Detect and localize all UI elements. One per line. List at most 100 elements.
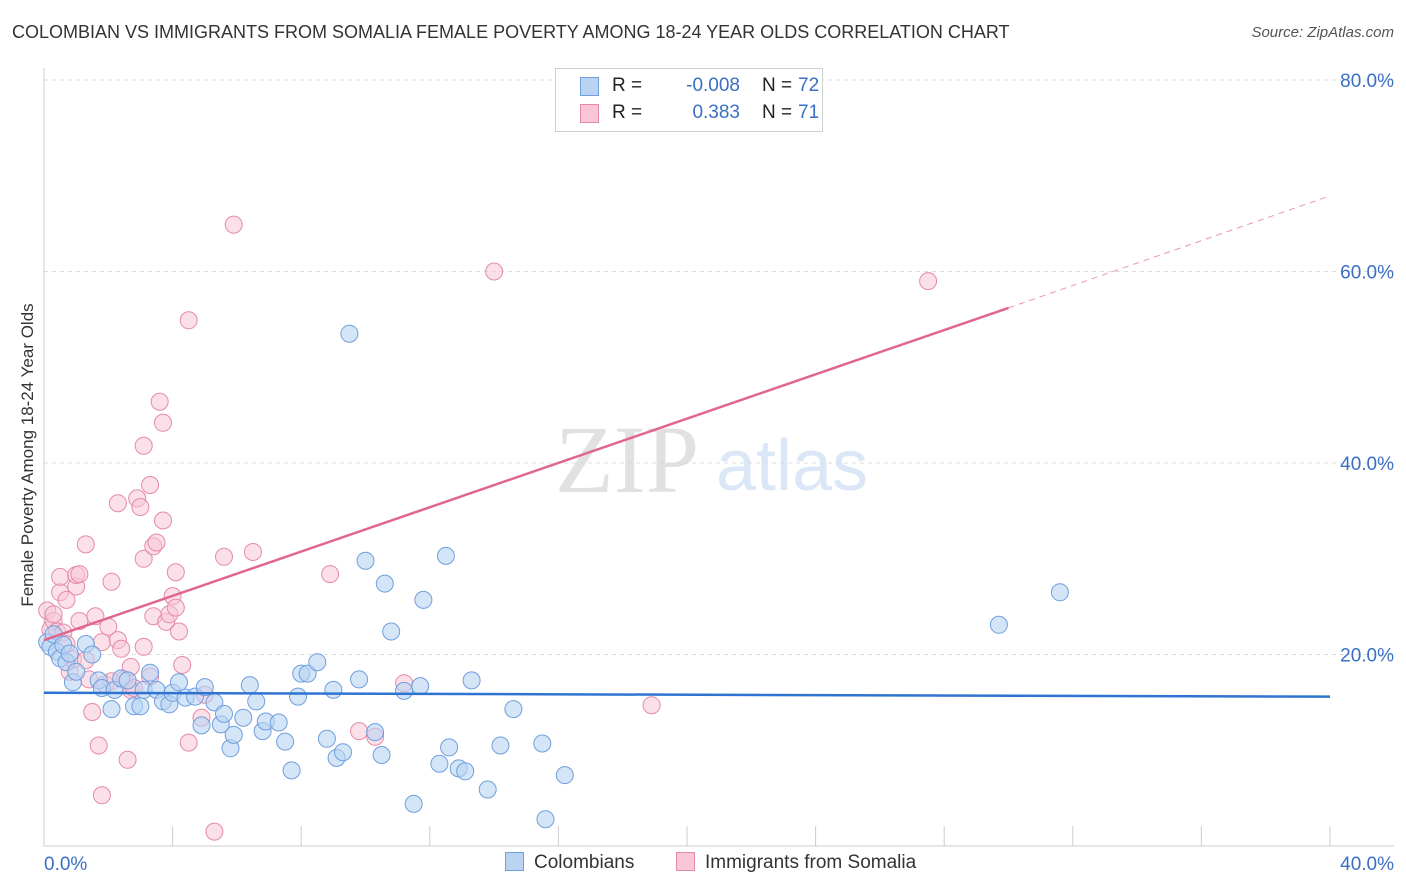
somalia-point [173, 656, 192, 674]
somalia-point [76, 535, 95, 554]
colombian-point [289, 687, 307, 706]
legend-swatch-pink [580, 104, 599, 123]
somalia-point [57, 590, 76, 609]
y-tick-label: 80.0% [1340, 71, 1394, 92]
bottom-legend-label: Immigrants from Somalia [705, 852, 917, 873]
bottom-legend-somalia: Immigrants from Somalia [676, 852, 916, 874]
somalia-point [154, 511, 172, 530]
tick-labels: 20.0% 40.0% 60.0% 80.0% 0.0% 40.0% [44, 71, 1394, 875]
colombian-point [234, 708, 253, 727]
somalia-trend-line [43, 306, 1009, 642]
somalia-point [179, 311, 198, 330]
colombian-point [67, 662, 86, 681]
colombian-point [382, 622, 401, 641]
somalia-point [112, 639, 131, 658]
colombian-point [478, 780, 497, 799]
colombian-point [215, 704, 233, 723]
bottom-legend-label: Colombians [534, 852, 635, 873]
chart-title: COLOMBIAN VS IMMIGRANTS FROM SOMALIA FEM… [12, 22, 1010, 42]
somalia-point [350, 722, 369, 741]
somalia-point [205, 822, 224, 841]
somalia-point [642, 696, 661, 715]
colombian-point [1050, 583, 1069, 602]
colombian-point [334, 743, 352, 762]
somalia-point [179, 733, 198, 752]
trend-lines [43, 195, 1331, 698]
bottom-legend-colombians: Colombians [505, 852, 634, 874]
legend-n-value: 71 [798, 102, 820, 123]
colombian-point [395, 681, 414, 700]
colombian-trend-line [43, 691, 1331, 698]
colombian-point [195, 678, 214, 697]
colombian-point [276, 732, 295, 751]
y-tick-label: 60.0% [1340, 263, 1394, 284]
somalia-point [150, 392, 169, 411]
bottom-legend-swatch-blue [505, 852, 524, 871]
somalia-point [118, 750, 137, 769]
colombian-point [440, 738, 459, 757]
colombian-point [533, 734, 552, 753]
colombian-point [83, 645, 102, 664]
colombian-point [102, 700, 121, 719]
somalia-point [108, 494, 127, 513]
colombian-point [60, 644, 79, 663]
somalia-point [44, 605, 63, 624]
somalia-point [154, 413, 172, 432]
somalia-point [102, 572, 121, 591]
colombian-point [555, 766, 574, 785]
somalia-point [83, 703, 102, 721]
legend-n-label: N = [762, 75, 793, 96]
axes [43, 68, 1394, 847]
somalia-point [244, 543, 262, 561]
source-label: Source: ZipAtlas.com [1251, 24, 1394, 41]
legend-n-value: 72 [798, 75, 820, 96]
somalia-point [134, 436, 153, 455]
legend-r-label: R = [612, 102, 643, 123]
colombian-point [308, 653, 327, 672]
somalia-point [134, 549, 153, 568]
colombian-point [404, 794, 423, 813]
colombian-point [372, 746, 391, 764]
somalia-point [485, 262, 504, 281]
y-tick-label: 40.0% [1340, 454, 1394, 475]
somalia-point [321, 565, 340, 584]
somalia-point [170, 622, 188, 641]
colombian-point [340, 324, 359, 343]
colombian-point [131, 697, 150, 716]
colombian-point [170, 673, 188, 692]
colombian-point [282, 761, 301, 780]
colombian-point [269, 713, 288, 732]
colombian-points [38, 324, 1069, 829]
somalia-point [92, 786, 111, 805]
colombian-point [491, 736, 510, 755]
colombian-point [141, 663, 160, 682]
colombian-point [436, 546, 455, 565]
watermark: ZIP atlas [555, 406, 868, 513]
colombian-point [430, 754, 449, 773]
colombian-point [414, 590, 433, 609]
grid-lines [44, 79, 1394, 655]
legend-r-label: R = [612, 75, 643, 96]
somalia-point [166, 598, 185, 617]
colombian-point [462, 671, 481, 690]
colombian-point [504, 700, 523, 719]
somalia-point [215, 547, 233, 566]
somalia-trend-extension [1008, 195, 1331, 309]
colombian-point [989, 615, 1008, 634]
colombian-point [350, 670, 369, 689]
correlation-legend: R = -0.008 N = 72 R = 0.383 N = 71 [555, 68, 823, 132]
bottom-legend-swatch-pink [676, 852, 695, 871]
colombian-point [411, 677, 430, 696]
somalia-point [147, 533, 166, 552]
colombian-point [224, 725, 243, 744]
somalia-points [38, 215, 938, 841]
colombian-point [456, 762, 475, 781]
somalia-point [89, 736, 108, 755]
y-tick-label: 20.0% [1340, 646, 1394, 667]
somalia-point [141, 476, 160, 494]
legend-r-value: 0.383 [692, 102, 740, 123]
x-tick-label: 40.0% [1340, 854, 1394, 875]
colombian-point [118, 671, 137, 690]
colombian-point [324, 680, 343, 699]
